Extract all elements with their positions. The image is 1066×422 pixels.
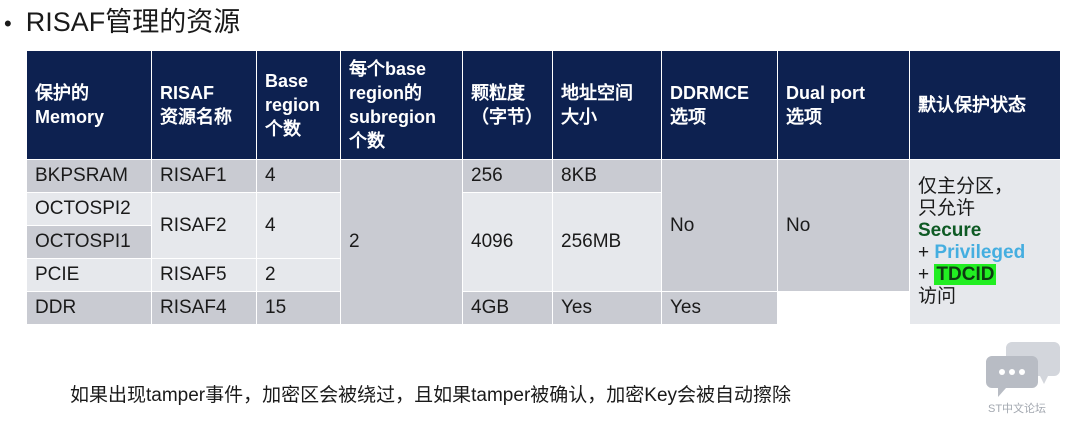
cell-memory: DDR bbox=[26, 291, 152, 325]
cell-memory: PCIE bbox=[26, 258, 152, 292]
cell-dual-port: No bbox=[777, 159, 910, 292]
cell-granularity: 256 bbox=[462, 159, 553, 193]
secure-label: Secure bbox=[918, 220, 982, 241]
cell-memory: OCTOSPI2 bbox=[26, 192, 152, 226]
cell-memory: BKPSRAM bbox=[26, 159, 152, 193]
cell-memory: OCTOSPI1 bbox=[26, 225, 152, 259]
header-risaf-name: RISAF 资源名称 bbox=[151, 50, 257, 160]
cell-base-count: 2 bbox=[256, 258, 341, 292]
cell-address-size: 256MB bbox=[552, 192, 662, 292]
tdcid-label: TDCID bbox=[934, 264, 997, 285]
watermark: ST中文论坛 bbox=[984, 338, 1062, 418]
table-row: OCTOSPI2 RISAF2 4 4096 256MB bbox=[26, 192, 1061, 292]
cell-risaf-name: RISAF2 bbox=[151, 192, 257, 259]
cell-ddrmce: No bbox=[661, 159, 778, 292]
header-default-protection: 默认保护状态 bbox=[909, 50, 1061, 160]
header-address-size: 地址空间 大小 bbox=[552, 50, 662, 160]
cell-address-size: 4GB bbox=[462, 291, 553, 325]
privileged-label: Privileged bbox=[934, 242, 1026, 263]
cell-address-size: 8KB bbox=[552, 159, 662, 193]
cell-base-count: 15 bbox=[256, 291, 341, 325]
table-header-row: 保护的 Memory RISAF 资源名称 Base region 个数 每个base r… bbox=[26, 50, 1061, 160]
header-dual-port: Dual port 选项 bbox=[777, 50, 910, 160]
title-bullet: • bbox=[4, 11, 12, 36]
tamper-note: 如果出现tamper事件，加密区会被绕过，且如果tamper被确认，加密Key会… bbox=[70, 385, 792, 406]
header-granularity: 颗粒度 （字节） bbox=[462, 50, 553, 160]
watermark-text: ST中文论坛 bbox=[988, 403, 1047, 415]
cell-subregion-count: 2 bbox=[340, 159, 463, 325]
chat-bubbles-icon bbox=[986, 342, 1060, 397]
cell-dual-port: Yes bbox=[661, 291, 778, 325]
cell-risaf-name: RISAF1 bbox=[151, 159, 257, 193]
cell-granularity: 4096 bbox=[462, 192, 553, 292]
table-row: DDR RISAF4 15 4GB Yes Yes bbox=[26, 291, 1061, 325]
cell-base-count: 4 bbox=[256, 192, 341, 259]
header-base-region-count: Base region 个数 bbox=[256, 50, 341, 160]
cell-risaf-name: RISAF5 bbox=[151, 258, 257, 292]
header-memory: 保护的 Memory bbox=[26, 50, 152, 160]
risaf-resource-table: 保护的 Memory RISAF 资源名称 Base region 个数 每个base r… bbox=[26, 50, 1061, 325]
table-row: BKPSRAM RISAF1 4 2 256 8KB No No 仅主分区， 只… bbox=[26, 159, 1061, 325]
cell-default-protection: 仅主分区， 只允许 Secure + Privileged + TDCID 访问 bbox=[909, 159, 1061, 325]
table-row: OCTOSPI1 bbox=[26, 225, 1061, 259]
cell-risaf-name: RISAF4 bbox=[151, 291, 257, 325]
title-text: RISAF管理的资源 bbox=[25, 7, 241, 37]
cell-ddrmce: Yes bbox=[552, 291, 662, 325]
header-subregion-count: 每个base region的 subregion 个数 bbox=[340, 50, 463, 160]
cell-base-count: 4 bbox=[256, 159, 341, 193]
slide-title: • RISAF管理的资源 bbox=[4, 4, 240, 40]
header-ddrmce: DDRMCE 选项 bbox=[661, 50, 778, 160]
